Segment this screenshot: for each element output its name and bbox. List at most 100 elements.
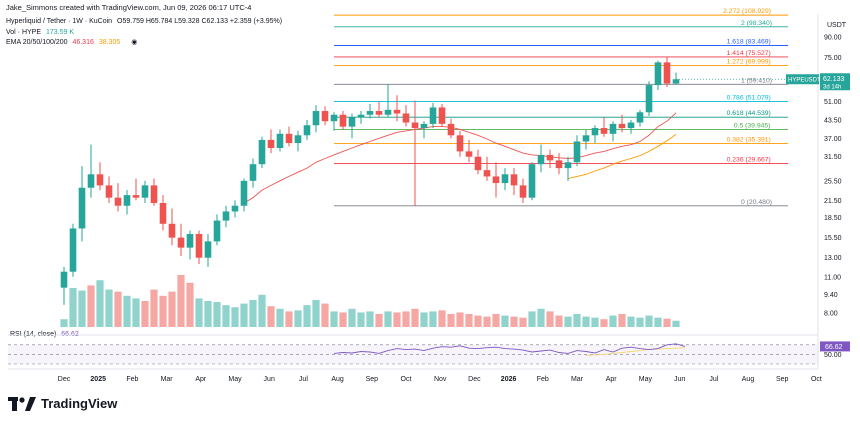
candle-body bbox=[519, 185, 527, 198]
volume-bar bbox=[519, 317, 527, 327]
candle-body bbox=[627, 122, 635, 129]
x-tick-label: 2025 bbox=[90, 376, 106, 383]
volume-bar bbox=[357, 312, 365, 327]
volume-bar bbox=[492, 314, 500, 327]
candle-body bbox=[312, 111, 320, 126]
symbol-tag bbox=[786, 74, 819, 85]
x-tick-label: Oct bbox=[811, 376, 822, 383]
x-tick-label: Sep bbox=[366, 376, 379, 383]
y-tick-label: 11.00 bbox=[824, 274, 841, 281]
candle-body bbox=[456, 135, 464, 152]
volume-value: 173.59 K bbox=[45, 28, 74, 36]
volume-bar bbox=[393, 312, 401, 327]
x-tick-label: Jun bbox=[674, 376, 685, 383]
candle-body bbox=[420, 123, 428, 129]
candle-body bbox=[393, 109, 401, 114]
candle-body bbox=[411, 122, 419, 129]
candle-body bbox=[510, 174, 518, 186]
price-tag bbox=[820, 73, 850, 91]
volume-bar bbox=[69, 288, 77, 327]
x-tick-label: 2026 bbox=[501, 376, 517, 383]
volume-bar bbox=[636, 317, 644, 327]
x-tick-label: Nov bbox=[434, 376, 447, 383]
volume-bar bbox=[420, 312, 428, 327]
candle-body bbox=[447, 123, 455, 136]
candle-body bbox=[105, 185, 113, 198]
currency-label: USDT bbox=[827, 22, 847, 29]
volume-bar bbox=[96, 280, 104, 327]
x-tick-label: May bbox=[639, 376, 653, 383]
volume-bar bbox=[159, 295, 167, 327]
chart-legend: Hyperliquid / Tether · 1W · KuCoin O59.7… bbox=[6, 17, 282, 49]
ema50-line bbox=[567, 134, 677, 180]
candle-body bbox=[645, 85, 653, 113]
candle-body bbox=[618, 123, 626, 129]
candle-body bbox=[321, 111, 329, 122]
y-tick-label: 18.50 bbox=[824, 215, 842, 222]
candle-body bbox=[402, 113, 410, 123]
tradingview-logo[interactable]: TradingView bbox=[8, 396, 117, 411]
volume-bar bbox=[213, 302, 221, 327]
fib-level-label: 2 (98.340) bbox=[741, 20, 772, 27]
volume-bar bbox=[447, 314, 455, 327]
candle-body bbox=[60, 271, 68, 288]
candle-body bbox=[96, 174, 104, 186]
chart-credit: Jake_Simmons created with TradingView.co… bbox=[6, 3, 252, 12]
candle-body bbox=[366, 111, 374, 115]
y-tick-label: 21.50 bbox=[824, 198, 842, 205]
volume-bar bbox=[240, 303, 248, 327]
volume-bar bbox=[312, 299, 320, 327]
y-tick-label: 43.50 bbox=[824, 117, 842, 124]
volume-bar bbox=[123, 295, 131, 327]
fib-level-label: 0.236 (29.667) bbox=[727, 157, 771, 164]
y-tick-label: 37.00 bbox=[824, 136, 842, 143]
symbol-tag-label: HYPEUSDT bbox=[788, 78, 821, 84]
volume-bar bbox=[438, 310, 446, 327]
rsi-value-tag-label: 66.62 bbox=[825, 344, 843, 351]
volume-bar bbox=[546, 311, 554, 327]
candle-body bbox=[204, 241, 212, 258]
candle-body bbox=[528, 164, 536, 198]
candle-body bbox=[258, 139, 266, 165]
candle-body bbox=[240, 180, 248, 206]
candle-body bbox=[672, 79, 680, 84]
y-tick-label: 90.00 bbox=[824, 34, 842, 41]
candle-body bbox=[186, 234, 194, 248]
candle-body bbox=[168, 223, 176, 238]
volume-row[interactable]: Vol · HYPE 173.59 K bbox=[6, 28, 282, 39]
y-tick-label: 15.50 bbox=[824, 235, 842, 242]
eye-icon[interactable]: ◉ bbox=[131, 39, 138, 46]
volume-bar bbox=[411, 308, 419, 327]
volume-bar bbox=[267, 306, 275, 327]
volume-bar bbox=[384, 311, 392, 327]
candle-body bbox=[285, 133, 293, 144]
candle-body bbox=[132, 195, 140, 198]
x-tick-label: Mar bbox=[161, 376, 174, 383]
symbol-row[interactable]: Hyperliquid / Tether · 1W · KuCoin O59.7… bbox=[6, 17, 282, 28]
x-tick-label: Mar bbox=[571, 376, 584, 383]
volume-bar bbox=[276, 308, 284, 327]
volume-bar bbox=[510, 316, 518, 327]
ema-row[interactable]: EMA 20/50/100/200 46.316 38.305 ◉ bbox=[6, 38, 282, 49]
candle-body bbox=[438, 107, 446, 124]
rsi-line bbox=[333, 343, 686, 354]
volume-bar bbox=[249, 299, 257, 327]
tradingview-wordmark: TradingView bbox=[41, 396, 118, 411]
candle-body bbox=[123, 195, 131, 206]
x-tick-label: Feb bbox=[126, 376, 138, 383]
volume-bar bbox=[87, 285, 95, 327]
ema50-value: 38.305 bbox=[98, 39, 121, 46]
candle-body bbox=[564, 162, 572, 169]
candle-body bbox=[501, 174, 509, 184]
candle-body bbox=[177, 237, 185, 248]
candle-body bbox=[213, 220, 221, 242]
y-tick-label: 51.00 bbox=[824, 99, 842, 106]
y-tick-label: 8.00 bbox=[824, 311, 838, 318]
ema20-value: 46.316 bbox=[72, 39, 94, 46]
volume-bar bbox=[663, 318, 671, 327]
candle-body bbox=[150, 185, 158, 203]
fib-level-label: 1.414 (75.527) bbox=[727, 50, 771, 57]
volume-bar bbox=[501, 315, 509, 327]
volume-bar bbox=[195, 298, 203, 327]
